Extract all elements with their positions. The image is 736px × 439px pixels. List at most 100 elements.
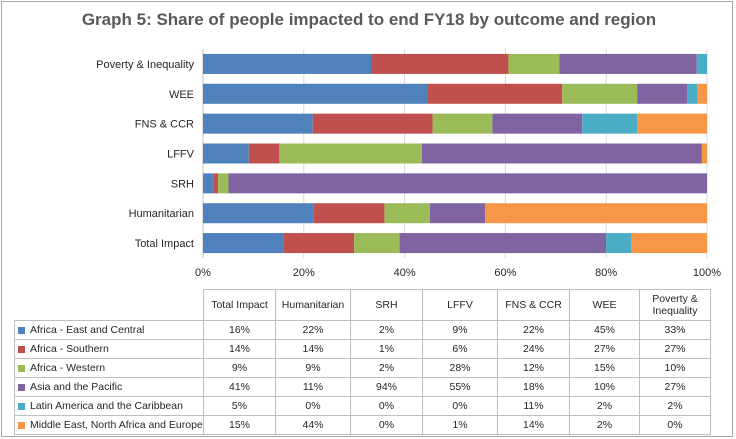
- bar-segment: [432, 113, 493, 134]
- bar-segment: [631, 233, 707, 254]
- table-cell: 2%: [350, 358, 423, 378]
- bar-segment: [559, 53, 697, 74]
- table-cell: 2%: [569, 396, 640, 416]
- table-column-header: WEE: [569, 289, 640, 321]
- table-cell: 9%: [275, 358, 351, 378]
- table-column-header: LFFV: [422, 289, 498, 321]
- bar-segment: [213, 173, 219, 194]
- table-cell: 10%: [639, 358, 711, 378]
- table-cell: 22%: [497, 320, 570, 340]
- table-cell: 94%: [350, 377, 423, 397]
- table-cell: 27%: [569, 339, 640, 359]
- chart-title: Graph 5: Share of people impacted to end…: [81, 10, 657, 29]
- legend-entry: Latin America and the Caribbean: [14, 396, 204, 416]
- x-tick-label: 0%: [195, 267, 211, 279]
- table-column-header: FNS & CCR: [497, 289, 570, 321]
- table-cell: 2%: [350, 320, 423, 340]
- bar-segment: [203, 203, 314, 224]
- bar-segment: [492, 113, 583, 134]
- table-cell: 0%: [639, 415, 711, 435]
- bar-segment: [283, 233, 355, 254]
- table-cell: 14%: [203, 339, 276, 359]
- bar-segment: [427, 83, 563, 104]
- table-row: Latin America and the Caribbean 5% 0% 0% 0% 1…: [14, 396, 711, 416]
- bar-segment: [421, 143, 702, 164]
- bar-segment: [429, 203, 486, 224]
- table-header-row: Total Impact Humanitarian SRH LFFV FNS & CCR…: [14, 289, 711, 321]
- table-cell: 5%: [203, 396, 276, 416]
- category-label: LFFV: [167, 149, 195, 161]
- table-cell: 27%: [639, 339, 711, 359]
- legend-entry: Africa - Western: [14, 358, 204, 378]
- x-tick-label: 20%: [293, 267, 315, 279]
- bar-segment: [203, 113, 313, 134]
- x-tick-label: 80%: [595, 267, 617, 279]
- bar-segment: [562, 83, 638, 104]
- table-cell: 2%: [569, 415, 640, 435]
- table-cell: 44%: [275, 415, 351, 435]
- table-cell: 15%: [569, 358, 640, 378]
- legend-entry: Asia and the Pacific: [14, 377, 204, 397]
- bar-segment: [371, 53, 509, 74]
- bar-segment: [384, 203, 430, 224]
- table-cell: 41%: [203, 377, 276, 397]
- bar-segment: [399, 233, 607, 254]
- bar-segment: [203, 53, 371, 74]
- data-table: Total Impact Humanitarian SRH LFFV FNS & CCR…: [14, 289, 711, 435]
- bar-segment: [697, 83, 707, 104]
- table-column-header: Total Impact: [203, 289, 276, 321]
- table-column-header: Poverty & Inequality: [639, 289, 711, 321]
- table-cell: 14%: [497, 415, 570, 435]
- table-cell: 55%: [422, 377, 498, 397]
- bar-segment: [279, 143, 422, 164]
- table-cell: 14%: [275, 339, 351, 359]
- category-label: FNS & CCR: [135, 119, 194, 131]
- table-cell: 11%: [275, 377, 351, 397]
- bar-segment: [485, 203, 707, 224]
- legend-entry: Africa - East and Central: [14, 320, 204, 340]
- bar-segment: [582, 113, 638, 134]
- legend-swatch: [18, 421, 25, 429]
- table-cell: 1%: [350, 339, 423, 359]
- table-row: Middle East, North Africa and Europe 15% 4…: [14, 415, 711, 435]
- table-cell: 9%: [203, 358, 276, 378]
- bar-segment: [687, 83, 698, 104]
- table-cell: 0%: [275, 396, 351, 416]
- legend-entry: Africa - Southern: [14, 339, 204, 359]
- table-row: Africa - Southern 14% 14% 1% 6% 24% 27% 27%: [14, 339, 711, 359]
- table-cell: 22%: [275, 320, 351, 340]
- table-cell: 0%: [422, 396, 498, 416]
- legend-swatch: [18, 345, 25, 353]
- table-cell: 1%: [422, 415, 498, 435]
- category-label: Humanitarian: [129, 208, 194, 220]
- table-cell: 45%: [569, 320, 640, 340]
- table-cell: 6%: [422, 339, 498, 359]
- table-cell: 33%: [639, 320, 711, 340]
- bar-segment: [354, 233, 400, 254]
- table-cell: 28%: [422, 358, 498, 378]
- table-row: Asia and the Pacific 41% 11% 94% 55% 18% 10% 27…: [14, 377, 711, 397]
- x-tick-label: 60%: [494, 267, 516, 279]
- table-column-header: Humanitarian: [275, 289, 351, 321]
- category-label: SRH: [171, 178, 194, 190]
- legend-swatch: [18, 383, 25, 391]
- x-tick-label: 100%: [693, 267, 721, 279]
- x-tick-label: 40%: [394, 267, 416, 279]
- table-cell: 0%: [350, 396, 423, 416]
- bars: [203, 53, 708, 254]
- table-cell: 24%: [497, 339, 570, 359]
- bar-segment: [312, 113, 433, 134]
- x-axis-ticks: 0% 20% 40% 60% 80% 100%: [195, 267, 721, 279]
- bar-segment: [313, 203, 385, 224]
- legend-label: Middle East, North Africa and Europe: [30, 419, 203, 431]
- bar-segment: [508, 53, 560, 74]
- bar-segment: [228, 173, 708, 194]
- bar-segment: [248, 143, 280, 164]
- table-row: Africa - East and Central 16% 22% 2% 9% 22% 45…: [14, 320, 711, 340]
- bar-segment: [203, 83, 428, 104]
- bar-segment: [203, 233, 284, 254]
- table-cell: 12%: [497, 358, 570, 378]
- bar-segment: [218, 173, 229, 194]
- category-label: WEE: [169, 89, 194, 101]
